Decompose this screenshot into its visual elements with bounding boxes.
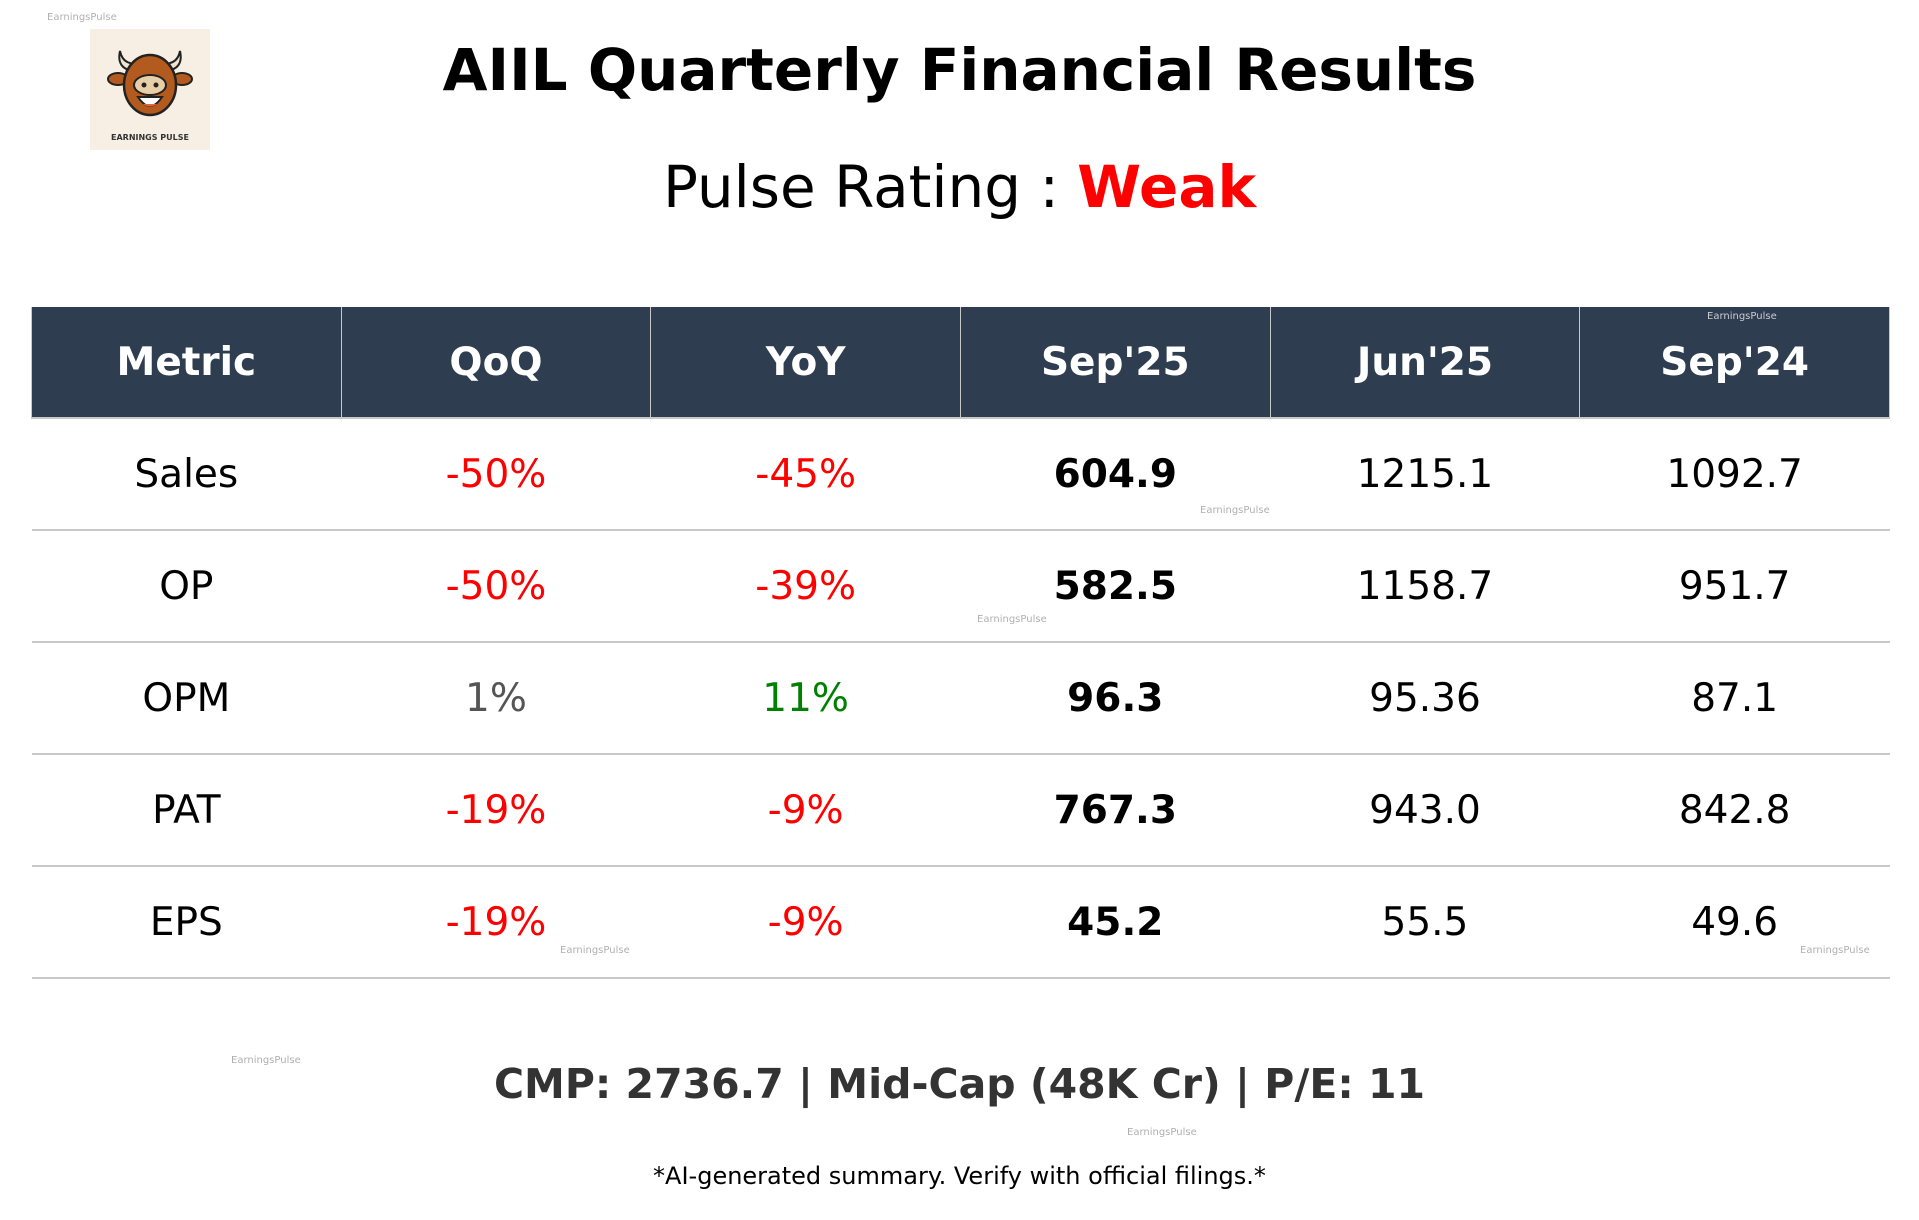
cell-metric: Sales: [31, 418, 342, 531]
header-sep24: Sep'24: [1579, 307, 1890, 419]
cell-sep24: 842.8: [1579, 754, 1890, 867]
pulse-rating-value: Weak: [1077, 153, 1257, 221]
cell-sep24: 951.7: [1579, 530, 1890, 643]
watermark: EarningsPulse: [1800, 945, 1870, 956]
cell-sep25: 767.3: [960, 754, 1271, 867]
cell-jun25: 1215.1: [1270, 418, 1580, 531]
cell-jun25: 1158.7: [1270, 530, 1580, 643]
cell-yoy: -39%: [650, 530, 961, 643]
header-metric: Metric: [31, 307, 342, 419]
table-header-row: Metric QoQ YoY Sep'25 Jun'25 Sep'24: [31, 307, 1890, 419]
cell-yoy: -45%: [650, 418, 961, 531]
pulse-rating: Pulse Rating : Weak: [0, 153, 1919, 221]
cell-sep25: 45.2: [960, 866, 1271, 979]
cell-jun25: 95.36: [1270, 642, 1580, 755]
table-row: EPS -19% -9% 45.2 55.5 49.6: [31, 866, 1890, 979]
watermark: EarningsPulse: [1707, 311, 1777, 322]
cell-qoq: -50%: [341, 530, 651, 643]
header-yoy: YoY: [650, 307, 961, 419]
header-jun25: Jun'25: [1269, 307, 1581, 419]
cell-metric: OP: [31, 530, 342, 643]
cell-yoy: 11%: [650, 642, 961, 755]
header-qoq: QoQ: [340, 307, 652, 419]
bull-mascot-icon: [107, 50, 193, 117]
cell-metric: PAT: [31, 754, 342, 867]
watermark: EarningsPulse: [1127, 1127, 1197, 1138]
cell-qoq: -50%: [341, 418, 651, 531]
table-row: OPM 1% 11% 96.3 95.36 87.1: [31, 642, 1890, 755]
watermark: EarningsPulse: [977, 614, 1047, 625]
cell-qoq: -19%: [341, 866, 651, 979]
market-summary: CMP: 2736.7 | Mid-Cap (48K Cr) | P/E: 11: [493, 1060, 1426, 1108]
cell-sep25: 582.5: [960, 530, 1271, 643]
watermark: EarningsPulse: [47, 12, 117, 23]
table-row: Sales -50% -45% 604.9 1215.1 1092.7: [31, 418, 1890, 531]
cell-jun25: 55.5: [1270, 866, 1580, 979]
watermark: EarningsPulse: [1200, 505, 1270, 516]
watermark: EarningsPulse: [231, 1055, 301, 1066]
cell-metric: EPS: [31, 866, 342, 979]
cell-metric: OPM: [31, 642, 342, 755]
header-sep25: Sep'25: [959, 307, 1271, 419]
cell-sep24: 87.1: [1579, 642, 1890, 755]
table-row: OP -50% -39% 582.5 1158.7 951.7: [31, 530, 1890, 643]
watermark: EarningsPulse: [560, 945, 630, 956]
earnings-pulse-logo: EARNINGS PULSE: [90, 29, 210, 150]
cell-qoq: -19%: [341, 754, 651, 867]
page-title: AIIL Quarterly Financial Results: [442, 36, 1477, 104]
disclaimer: *AI-generated summary. Verify with offic…: [653, 1162, 1266, 1190]
cell-sep24: 1092.7: [1579, 418, 1890, 531]
table-row: PAT -19% -9% 767.3 943.0 842.8: [31, 754, 1890, 867]
cell-yoy: -9%: [650, 866, 961, 979]
pulse-rating-label: Pulse Rating :: [662, 153, 1060, 221]
cell-sep24: 49.6: [1579, 866, 1890, 979]
logo-text: EARNINGS PULSE: [111, 133, 189, 142]
results-table: Metric QoQ YoY Sep'25 Jun'25 Sep'24 Sale…: [31, 307, 1890, 979]
cell-yoy: -9%: [650, 754, 961, 867]
cell-qoq: 1%: [341, 642, 651, 755]
cell-jun25: 943.0: [1270, 754, 1580, 867]
cell-sep25: 604.9: [960, 418, 1271, 531]
cell-sep25: 96.3: [960, 642, 1271, 755]
